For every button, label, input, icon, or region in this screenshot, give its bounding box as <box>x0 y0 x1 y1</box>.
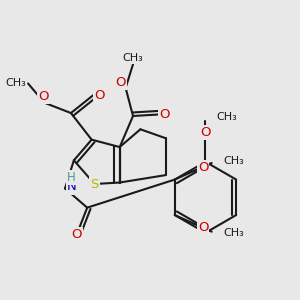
Text: H: H <box>67 171 76 184</box>
Text: O: O <box>115 76 126 89</box>
Text: O: O <box>159 108 170 121</box>
Text: O: O <box>200 126 211 139</box>
Text: N: N <box>67 181 76 194</box>
Text: CH₃: CH₃ <box>223 156 244 166</box>
Text: O: O <box>94 89 105 102</box>
Text: CH₃: CH₃ <box>217 112 238 122</box>
Text: O: O <box>198 161 208 174</box>
Text: O: O <box>72 228 82 241</box>
Text: CH₃: CH₃ <box>6 79 27 88</box>
Text: O: O <box>198 221 208 234</box>
Text: CH₃: CH₃ <box>223 229 244 238</box>
Text: S: S <box>90 178 99 190</box>
Text: O: O <box>38 90 49 103</box>
Text: CH₃: CH₃ <box>123 53 143 63</box>
